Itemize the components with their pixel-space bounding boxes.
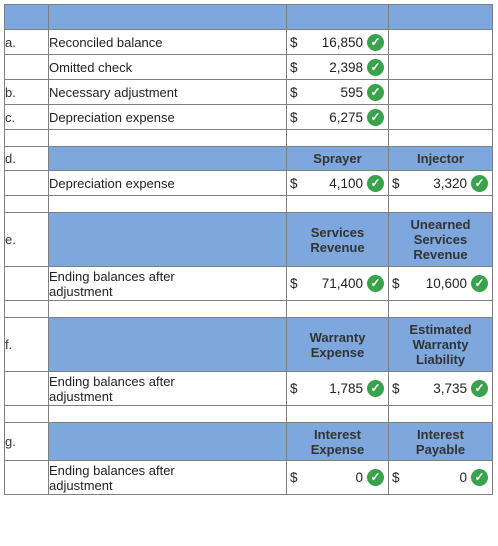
- amount-input[interactable]: 4,100: [329, 175, 363, 191]
- check-icon: ✓: [471, 174, 488, 192]
- check-icon: ✓: [471, 469, 488, 486]
- check-icon: ✓: [471, 275, 488, 292]
- description: Ending balances after adjustment: [48, 371, 287, 406]
- amount-input[interactable]: 0: [355, 470, 363, 485]
- column-header: Estimated Warranty Liability: [388, 317, 493, 372]
- spacer-row: [4, 195, 493, 213]
- description: Omitted check: [48, 54, 287, 80]
- currency: $: [392, 276, 400, 291]
- check-icon: ✓: [367, 174, 384, 192]
- column-header: Interest Expense: [286, 422, 389, 461]
- table-row: Omitted check $ 2,398 ✓: [4, 54, 493, 80]
- amount-input[interactable]: 6,275: [329, 109, 363, 125]
- currency: $: [290, 470, 298, 485]
- amount-input[interactable]: 71,400: [321, 276, 363, 291]
- row-letter: c.: [4, 104, 49, 130]
- amount-input[interactable]: 2,398: [329, 59, 363, 75]
- currency: $: [392, 470, 400, 485]
- check-icon: ✓: [367, 469, 384, 486]
- section-header-row: g. Interest Expense Interest Payable: [4, 422, 493, 461]
- table-row: Depreciation expense $ 4,100 ✓ $ 3,320 ✓: [4, 170, 493, 196]
- column-header: Interest Payable: [388, 422, 493, 461]
- currency: $: [290, 276, 298, 291]
- description: Reconciled balance: [48, 29, 287, 55]
- row-letter: b.: [4, 79, 49, 105]
- amount-input[interactable]: 3,735: [433, 381, 467, 396]
- amount-input[interactable]: 16,850: [321, 34, 363, 50]
- row-letter: e.: [4, 212, 49, 267]
- table-row: Ending balances after adjustment $ 71,40…: [4, 266, 493, 301]
- amount-input[interactable]: 595: [340, 84, 363, 100]
- currency: $: [290, 381, 298, 396]
- check-icon: ✓: [367, 33, 384, 51]
- section-header-row: f. Warranty Expense Estimated Warranty L…: [4, 317, 493, 372]
- answer-table: a. Reconciled balance $ 16,850 ✓ Omitted…: [4, 4, 493, 495]
- check-icon: ✓: [367, 58, 384, 76]
- column-header: Unearned Services Revenue: [388, 212, 493, 267]
- amount-input[interactable]: 3,320: [433, 175, 467, 191]
- table-header-row: [4, 4, 493, 30]
- spacer-row: [4, 300, 493, 318]
- check-icon: ✓: [367, 83, 384, 101]
- description: Depreciation expense: [48, 170, 287, 196]
- section-header-row: d. Sprayer Injector: [4, 146, 493, 171]
- section-header-row: e. Services Revenue Unearned Services Re…: [4, 212, 493, 267]
- table-row: Ending balances after adjustment $ 1,785…: [4, 371, 493, 406]
- column-header: Sprayer: [286, 146, 389, 171]
- check-icon: ✓: [367, 275, 384, 292]
- description: Depreciation expense: [48, 104, 287, 130]
- currency: $: [290, 34, 298, 50]
- row-letter: g.: [4, 422, 49, 461]
- column-header: Services Revenue: [286, 212, 389, 267]
- spacer-row: [4, 129, 493, 147]
- currency: $: [290, 84, 298, 100]
- amount-input[interactable]: 10,600: [425, 276, 467, 291]
- description: Ending balances after adjustment: [48, 266, 287, 301]
- currency: $: [392, 175, 400, 191]
- row-letter: a.: [4, 29, 49, 55]
- description: Necessary adjustment: [48, 79, 287, 105]
- currency: $: [290, 59, 298, 75]
- description: Ending balances after adjustment: [48, 460, 287, 495]
- amount-input[interactable]: 0: [459, 470, 467, 485]
- table-row: a. Reconciled balance $ 16,850 ✓: [4, 29, 493, 55]
- row-letter: d.: [4, 146, 49, 171]
- table-row: b. Necessary adjustment $ 595 ✓: [4, 79, 493, 105]
- currency: $: [290, 109, 298, 125]
- spacer-row: [4, 405, 493, 423]
- amount-input[interactable]: 1,785: [329, 381, 363, 396]
- table-row: c. Depreciation expense $ 6,275 ✓: [4, 104, 493, 130]
- table-row: Ending balances after adjustment $ 0 ✓ $…: [4, 460, 493, 495]
- currency: $: [290, 175, 298, 191]
- row-letter: f.: [4, 317, 49, 372]
- column-header: Injector: [388, 146, 493, 171]
- check-icon: ✓: [471, 380, 488, 397]
- column-header: Warranty Expense: [286, 317, 389, 372]
- currency: $: [392, 381, 400, 396]
- check-icon: ✓: [367, 380, 384, 397]
- check-icon: ✓: [367, 108, 384, 126]
